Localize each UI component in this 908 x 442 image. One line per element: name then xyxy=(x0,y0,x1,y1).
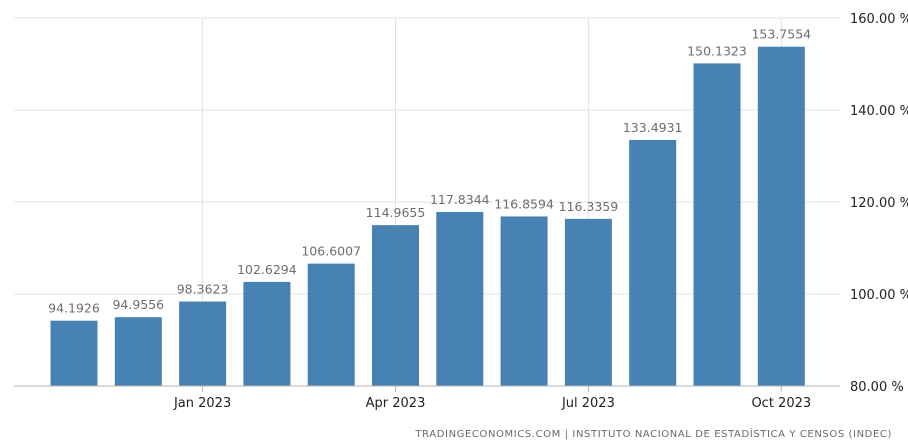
y-tick-label: 100.00 % xyxy=(850,288,908,303)
data-label: 114.9655 xyxy=(366,205,426,220)
data-label: 94.9556 xyxy=(112,297,164,312)
data-label: 150.1323 xyxy=(687,43,747,58)
y-tick-label: 120.00 % xyxy=(850,196,908,211)
bar xyxy=(372,225,419,386)
data-label: 116.8594 xyxy=(494,196,554,211)
source-attribution: TRADINGECONOMICS.COM | INSTITUTO NACIONA… xyxy=(415,429,892,440)
bar xyxy=(564,218,612,386)
bar xyxy=(243,281,291,386)
x-tick-label: Oct 2023 xyxy=(751,396,811,411)
axes: Jan 2023 Apr 2023 Jul 2023 Oct 2023 80.00 % 1… xyxy=(14,12,908,411)
bar xyxy=(114,317,162,386)
bar xyxy=(693,63,741,386)
y-tick-label: 160.00 % xyxy=(850,12,908,27)
x-tick-label: Jan 2023 xyxy=(173,396,231,411)
y-tick-label: 140.00 % xyxy=(850,104,908,119)
data-label: 102.6294 xyxy=(237,262,297,277)
data-label: 117.8344 xyxy=(430,192,490,207)
data-label: 106.6007 xyxy=(301,244,361,259)
bar xyxy=(500,216,548,386)
bar xyxy=(179,301,227,386)
bar xyxy=(757,46,805,386)
bar xyxy=(307,263,355,386)
data-label: 94.1926 xyxy=(48,301,100,316)
data-label: 153.7554 xyxy=(751,27,811,42)
data-label: 98.3623 xyxy=(177,282,229,297)
value-labels: 94.1926 94.9556 98.3623 102.6294 106.6007 114… xyxy=(48,27,811,316)
bar xyxy=(50,320,98,386)
x-tick-label: Jul 2023 xyxy=(561,396,615,411)
x-tick-label: Apr 2023 xyxy=(366,396,426,411)
bar xyxy=(629,139,677,386)
bar xyxy=(436,211,484,386)
y-tick-label: 80.00 % xyxy=(850,380,904,395)
data-label: 133.4931 xyxy=(623,120,683,135)
data-label: 116.3359 xyxy=(559,199,619,214)
bars xyxy=(50,46,805,386)
